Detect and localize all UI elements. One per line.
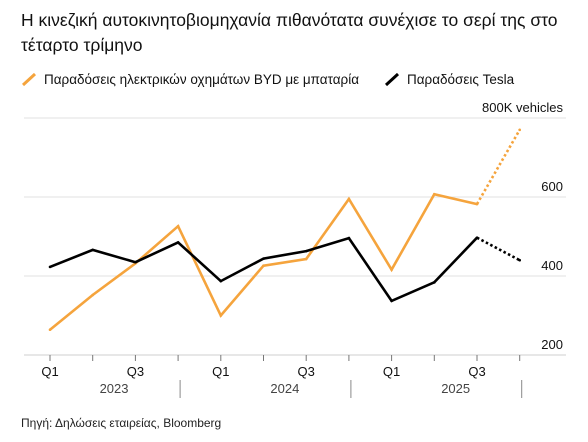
data-point-s0-8 <box>390 268 393 271</box>
data-point-s0-10 <box>475 202 479 206</box>
data-point-s1-8 <box>390 299 393 303</box>
x-tick-label-8: Q1 <box>383 364 400 379</box>
data-point-s1-6 <box>304 249 308 253</box>
chart-title: Η κινεζική αυτοκινητοβιομηχανία πιθανότα… <box>21 10 558 55</box>
series-line-0 <box>49 192 478 331</box>
year-label-2025: 2025 <box>441 381 470 396</box>
x-tick-label-6: Q3 <box>298 364 315 379</box>
data-point-s0-0 <box>48 328 52 332</box>
legend-swatch-tesla <box>384 73 400 87</box>
data-point-s0-4 <box>219 314 223 317</box>
data-point-s0-9 <box>433 192 436 196</box>
data-point-s1-11 <box>518 258 521 262</box>
series-estimate-line-0 <box>475 129 521 205</box>
data-point-s0-7 <box>347 197 351 201</box>
year-label-2024: 2024 <box>270 381 299 396</box>
data-point-s0-1 <box>91 293 94 297</box>
series-estimate-line-1 <box>476 236 521 262</box>
y-tick-label-800: 800K vehicles <box>482 100 563 115</box>
data-point-s1-1 <box>91 248 94 252</box>
legend-label-tesla: Παραδόσεις Tesla <box>407 72 515 87</box>
data-point-s1-3 <box>176 241 180 244</box>
x-tick-label-0: Q1 <box>41 364 58 379</box>
data-point-s0-5 <box>262 264 265 268</box>
data-point-s0-6 <box>304 257 308 261</box>
data-point-s1-2 <box>134 260 137 264</box>
data-point-s1-7 <box>347 236 351 240</box>
source-note: Πηγή: Δηλώσεις εταιρείας, Bloomberg <box>21 416 222 430</box>
data-point-s1-4 <box>219 279 223 283</box>
data-point-s1-0 <box>48 265 52 269</box>
data-point-s1-9 <box>433 281 436 284</box>
y-tick-label-600: 600 <box>541 179 563 194</box>
data-point-s1-10 <box>475 236 479 239</box>
data-point-s0-11 <box>518 128 521 132</box>
y-tick-label-200: 200 <box>541 337 563 352</box>
data-point-s0-3 <box>176 224 180 228</box>
year-label-2023: 2023 <box>100 381 129 396</box>
data-point-s1-5 <box>262 257 265 260</box>
x-tick-label-2: Q3 <box>127 364 144 379</box>
y-tick-label-400: 400 <box>541 258 563 273</box>
x-tick-label-4: Q1 <box>212 364 229 379</box>
legend-label-byd: Παραδόσεις ηλεκτρικών οχημάτων BYD με μπ… <box>44 72 360 87</box>
x-tick-label-10: Q3 <box>468 364 485 379</box>
series-line-1 <box>49 236 478 303</box>
legend-swatch-byd <box>21 73 37 87</box>
